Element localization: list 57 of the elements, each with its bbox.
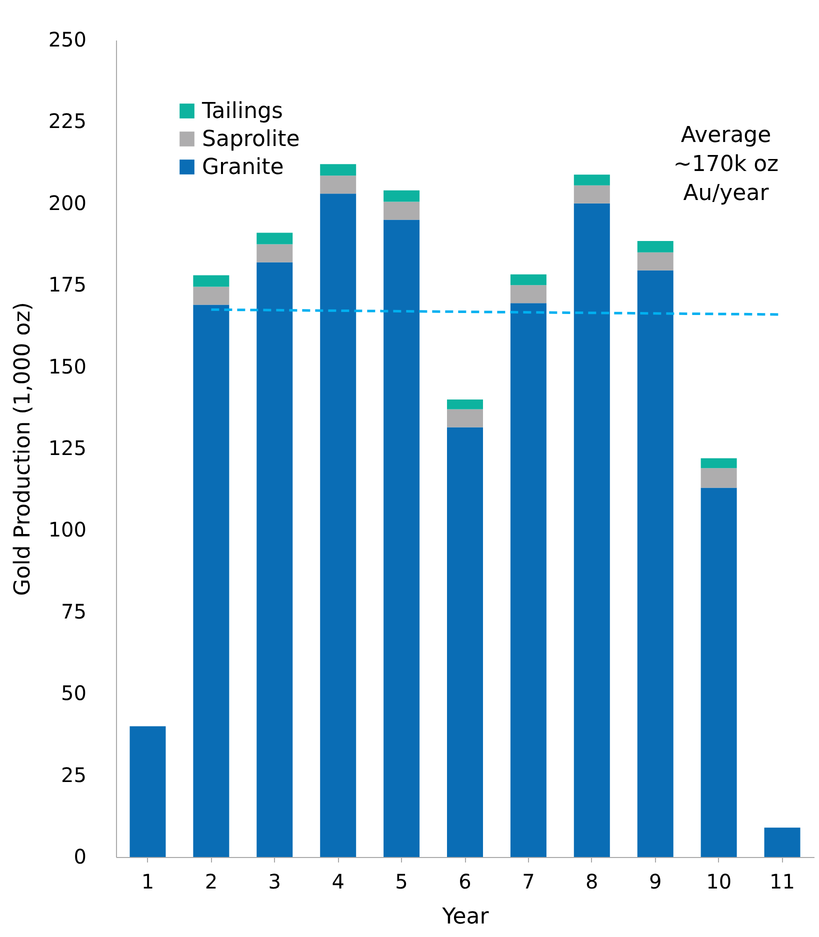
bar xyxy=(320,164,356,176)
x-axis-title: Year xyxy=(441,904,490,930)
y-tick-label: 25 xyxy=(61,762,86,787)
legend-label: Tailings xyxy=(201,99,283,124)
legend-label: Granite xyxy=(202,155,284,180)
x-tick-label: 1 xyxy=(141,870,154,894)
x-tick-label: 11 xyxy=(770,870,795,894)
bar xyxy=(130,726,166,857)
bar xyxy=(256,262,293,857)
y-tick-label: 125 xyxy=(48,436,86,460)
x-tick-label: 6 xyxy=(458,870,472,894)
y-tick-label: 175 xyxy=(48,272,86,297)
legend-label: Saprolite xyxy=(202,127,300,152)
y-tick-label: 150 xyxy=(48,354,86,378)
x-tick-label: 4 xyxy=(332,870,344,894)
bar xyxy=(510,274,546,286)
bar xyxy=(193,304,230,857)
bar xyxy=(637,252,674,270)
annotation: Average ~170k oz Au/year xyxy=(673,123,779,206)
x-tick-label: 7 xyxy=(522,870,535,894)
bar xyxy=(384,220,420,857)
y-tick-label: 200 xyxy=(48,190,86,215)
x-tick-label: 3 xyxy=(268,870,282,894)
bar xyxy=(193,286,230,305)
bar xyxy=(447,399,483,410)
bar xyxy=(256,232,293,244)
x-tick-label: 8 xyxy=(586,870,598,894)
bar xyxy=(256,244,293,262)
bar xyxy=(764,828,800,857)
bar xyxy=(320,176,356,194)
bar xyxy=(320,194,356,857)
x-tick-label: 9 xyxy=(648,870,662,894)
x-tick-label: 5 xyxy=(395,870,408,894)
bar xyxy=(193,275,230,287)
y-axis-title: Gold Production (1,000 oz) xyxy=(10,302,36,596)
bar xyxy=(574,203,610,857)
bar xyxy=(637,240,674,252)
x-tick-label: 10 xyxy=(706,870,732,894)
bar xyxy=(510,285,546,304)
y-tick-label: 75 xyxy=(61,599,86,624)
y-tick-label: 225 xyxy=(48,109,86,134)
bar xyxy=(700,468,737,488)
y-tick-label: 50 xyxy=(61,681,86,706)
bar xyxy=(447,427,483,857)
bar xyxy=(574,185,610,204)
bar xyxy=(574,174,610,186)
bar xyxy=(384,202,420,220)
y-tick-label: 100 xyxy=(48,518,86,542)
bar xyxy=(384,190,420,202)
bar xyxy=(510,303,546,857)
y-tick-label: 0 xyxy=(74,844,86,868)
x-tick-label: 2 xyxy=(204,870,218,894)
bar xyxy=(700,458,737,468)
y-tick-label: 250 xyxy=(48,28,86,52)
bar xyxy=(447,409,483,428)
bar xyxy=(637,270,674,857)
bar xyxy=(700,488,737,857)
